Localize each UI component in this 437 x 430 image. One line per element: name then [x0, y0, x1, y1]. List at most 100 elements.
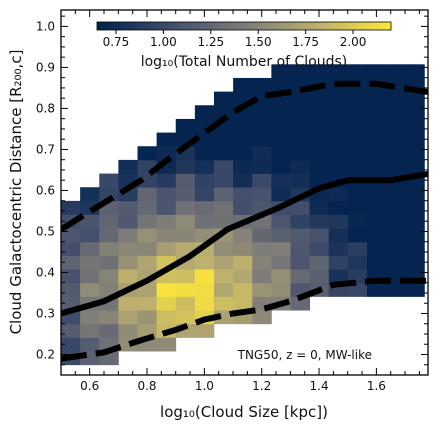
heatmap-cell [347, 159, 368, 174]
heatmap-cell [194, 296, 215, 311]
heatmap-cell [175, 159, 196, 174]
heatmap-cell [137, 296, 158, 311]
y-axis: 0.2 0.3 0.4 0.5 0.6 0.7 0.8 0.9 1.0 [36, 15, 428, 376]
heatmap-cell [328, 214, 349, 229]
heatmap-cell [309, 132, 330, 147]
colorbar: 0.75 1.00 1.25 1.50 1.75 2.00 log₁₀(Total Num… [96, 21, 392, 70]
heatmap-cell [366, 241, 387, 256]
heatmap-cell [252, 77, 272, 93]
y-tick-label: 0.9 [36, 60, 55, 74]
heatmap-cell [213, 214, 234, 229]
heatmap-cell [366, 64, 387, 79]
chart-annotation: TNG50, z = 0, MW-like [237, 348, 372, 362]
y-tick-label: 0.4 [36, 265, 55, 279]
heatmap-cell [271, 132, 291, 147]
heatmap-cell [386, 282, 406, 297]
heatmap-cell [347, 228, 368, 243]
heatmap-cell [405, 146, 425, 161]
heatmap-cell [309, 146, 330, 161]
heatmap-cell [405, 159, 425, 174]
heatmap-cell [271, 105, 291, 120]
x-tick-label: 1.0 [195, 379, 214, 393]
heatmap-cell [347, 241, 368, 256]
heatmap-cell [233, 228, 253, 243]
heatmap-cell [328, 159, 349, 174]
heatmap-cell [290, 159, 311, 174]
heatmap-cell [386, 228, 406, 243]
heatmap-cell [118, 214, 138, 229]
heatmap-cell [309, 105, 330, 120]
colorbar-ticks: 0.75 1.00 1.25 1.50 1.75 2.00 [103, 30, 367, 49]
heatmap-cell [405, 187, 425, 202]
heatmap-cell [118, 269, 138, 284]
heatmap-cell [61, 255, 81, 270]
heatmap-cell [175, 228, 196, 243]
heatmap-cell [252, 146, 272, 161]
heatmap-cell [80, 337, 100, 352]
heatmap-cell [118, 310, 138, 325]
heatmap-cell [309, 200, 330, 215]
heatmap-cell [213, 200, 234, 215]
heatmap-cell [309, 159, 330, 174]
heatmap-cell [366, 214, 387, 229]
heatmap-cell [328, 228, 349, 243]
heatmap-cell [99, 269, 119, 284]
heatmap-cell [252, 132, 272, 147]
heatmap-cell [290, 255, 311, 270]
y-axis-label: Cloud Galactocentric Distance [R₂₀₀,c] [7, 50, 25, 335]
heatmap-cell [290, 269, 311, 284]
heatmap-cell [386, 105, 406, 120]
heatmap-cell [233, 146, 253, 161]
heatmap-cell [80, 214, 100, 229]
heatmap-cell [252, 282, 272, 297]
heatmap-cell [271, 146, 291, 161]
heatmap-cell [118, 296, 138, 311]
heatmap-cell [175, 214, 196, 229]
heatmap-cell [290, 241, 311, 256]
heatmap-cell [156, 146, 177, 161]
heatmap-cell [405, 132, 425, 147]
heatmap-cell [290, 64, 311, 79]
y-tick-label: 0.3 [36, 306, 55, 320]
heatmap-cell [386, 132, 406, 147]
heatmap-cell [175, 118, 196, 133]
heatmap-cell [213, 132, 234, 147]
heatmap-cell [99, 187, 119, 202]
heatmap-cell [386, 214, 406, 229]
heatmap-cell [213, 255, 234, 270]
heatmap-cell [99, 255, 119, 270]
heatmap-cell [347, 146, 368, 161]
heatmap-cell [233, 296, 253, 311]
heatmap-cell [328, 105, 349, 120]
heatmap-cell [175, 187, 196, 202]
heatmap-cell [290, 118, 311, 133]
heatmap-cell [271, 118, 291, 133]
heatmap-cell [233, 118, 253, 133]
heatmap-cell [118, 200, 138, 215]
heatmap-cell [233, 269, 253, 284]
heatmap-cell [386, 255, 406, 270]
heatmap-cell [271, 214, 291, 229]
heatmap-cell [271, 77, 291, 93]
heatmap-cell [290, 296, 311, 311]
heatmap-cell [194, 187, 215, 202]
heatmap-cell [156, 296, 177, 311]
lower-percentile-line [61, 277, 428, 362]
x-tick-label: 1.2 [252, 379, 271, 393]
heatmap-cell [233, 159, 253, 174]
heatmap-cell [271, 241, 291, 256]
heatmap-cell [99, 241, 119, 256]
heatmap-cell [80, 323, 100, 338]
heatmap-cell [156, 337, 177, 352]
heatmap-cell [213, 146, 234, 161]
heatmap-cell [347, 132, 368, 147]
colorbar-tick-label: 2.00 [340, 35, 367, 49]
heatmap-cell [290, 214, 311, 229]
heatmap-cell [386, 200, 406, 215]
heatmap-cell [137, 173, 158, 188]
heatmap-cell [328, 269, 349, 284]
heatmap-cell [118, 159, 138, 174]
heatmap-cell [328, 118, 349, 133]
heatmap-cell [347, 118, 368, 133]
